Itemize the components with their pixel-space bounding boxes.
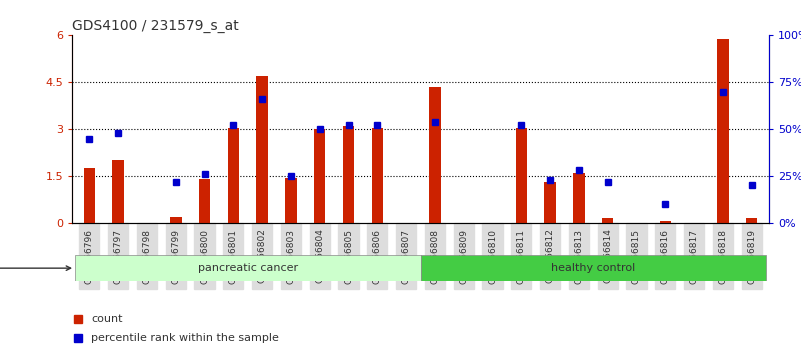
Bar (314, 129, 325, 223)
Bar (256, 76, 268, 223)
Text: healthy control: healthy control (551, 263, 635, 273)
Bar (659, 222, 671, 223)
Bar (516, 128, 527, 223)
Text: GDS4100 / 231579_s_at: GDS4100 / 231579_s_at (72, 19, 239, 33)
Bar (75, 255, 421, 281)
Bar (602, 218, 614, 223)
Bar (717, 39, 729, 223)
Bar (545, 182, 556, 223)
Text: pancreatic cancer: pancreatic cancer (198, 263, 298, 273)
Bar (199, 179, 211, 223)
Text: count: count (91, 314, 123, 324)
Bar (429, 87, 441, 223)
Text: disease state: disease state (0, 263, 70, 273)
Bar (574, 173, 585, 223)
Bar (170, 217, 182, 223)
Bar (285, 178, 296, 223)
Bar (746, 218, 758, 223)
Text: percentile rank within the sample: percentile rank within the sample (91, 333, 280, 343)
Bar (227, 128, 239, 223)
Bar (83, 168, 95, 223)
Bar (112, 160, 124, 223)
Bar (343, 126, 354, 223)
Bar (421, 255, 766, 281)
Bar (372, 128, 383, 223)
